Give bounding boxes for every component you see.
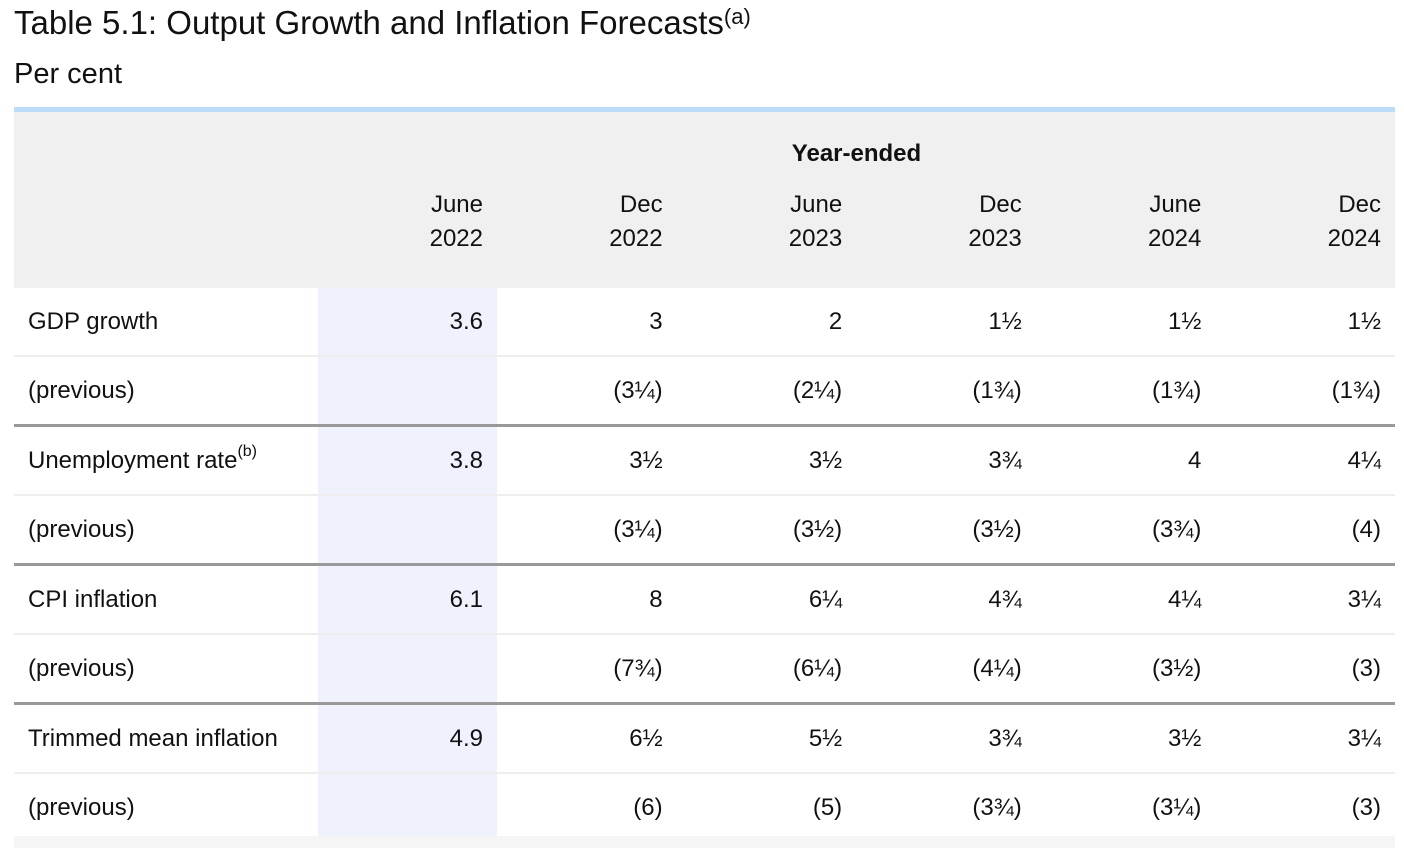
table-row: GDP growth 3.6 3 2 1½ 1½ 1½ bbox=[14, 288, 1395, 357]
previous-value-cell: (3¼) bbox=[1035, 773, 1216, 844]
table-units: Per cent bbox=[14, 58, 122, 90]
value-cell: 3¾ bbox=[856, 425, 1036, 496]
previous-value-cell: (3¾) bbox=[1035, 495, 1216, 566]
previous-value-cell: (1¾) bbox=[856, 356, 1036, 427]
column-month: June bbox=[790, 191, 843, 218]
column-year: 2022 bbox=[609, 225, 663, 252]
previous-value-cell: (3¼) bbox=[497, 356, 677, 427]
column-header: Dec 2023 bbox=[856, 188, 1036, 288]
value-cell: 3.6 bbox=[318, 288, 497, 357]
value-cell: 3½ bbox=[676, 425, 857, 496]
value-cell: 3¼ bbox=[1215, 703, 1395, 774]
row-label: GDP growth bbox=[14, 288, 318, 357]
previous-value-cell: (7¾) bbox=[497, 634, 677, 705]
title-text: Table 5.1: Output Growth and Inflation F… bbox=[14, 4, 724, 41]
header-blank bbox=[14, 188, 318, 288]
header-blank bbox=[14, 110, 318, 189]
header-date-row: June 2022 Dec 2022 June 2023 Dec 2023 June 2024 De… bbox=[14, 188, 1395, 288]
previous-value-cell bbox=[318, 356, 497, 427]
previous-value-cell: (3½) bbox=[1035, 634, 1216, 705]
year-ended-header: Year-ended bbox=[791, 140, 922, 167]
value-cell: 1½ bbox=[856, 288, 1036, 357]
value-cell: 3½ bbox=[1035, 703, 1216, 774]
column-header: June 2022 bbox=[318, 188, 497, 288]
value-cell: 4¼ bbox=[1215, 425, 1395, 496]
row-label: (previous) bbox=[14, 634, 318, 705]
value-cell: 3¾ bbox=[856, 703, 1036, 774]
value-cell: 8 bbox=[497, 564, 677, 635]
row-label: Trimmed mean inflation bbox=[14, 703, 318, 774]
previous-value-cell: (2¼) bbox=[676, 356, 857, 427]
row-label-text: Trimmed mean inflation bbox=[28, 724, 278, 752]
column-month: Dec bbox=[619, 191, 663, 218]
value-cell: 3 bbox=[497, 288, 677, 357]
table-row: Unemployment rate(b) 3.8 3½ 3½ 3¾ 4 4¼ bbox=[14, 425, 1395, 496]
value-cell: 5½ bbox=[676, 703, 857, 774]
table-row-previous: (previous) (3¼) (3½) (3½) (3¾) (4) bbox=[14, 495, 1395, 566]
column-month: June bbox=[430, 191, 483, 218]
footnote-marker: (b) bbox=[237, 442, 257, 460]
table-title: Table 5.1: Output Growth and Inflation F… bbox=[14, 2, 751, 44]
value-cell: 2 bbox=[676, 288, 857, 357]
value-cell: 6.1 bbox=[318, 564, 497, 635]
column-year: 2024 bbox=[1147, 225, 1202, 252]
previous-value-cell bbox=[318, 495, 497, 566]
value-cell: 4¼ bbox=[1035, 564, 1216, 635]
row-label: CPI inflation bbox=[14, 564, 318, 635]
previous-value-cell: (1¾) bbox=[1035, 356, 1216, 427]
previous-value-cell bbox=[318, 773, 497, 844]
previous-value-cell: (3½) bbox=[856, 495, 1036, 566]
row-label: Unemployment rate(b) bbox=[14, 425, 318, 496]
column-header: June 2023 bbox=[677, 188, 857, 288]
table-row-previous: (previous) (6) (5) (3¾) (3¼) (3) bbox=[14, 773, 1395, 844]
row-label-text: CPI inflation bbox=[28, 585, 158, 613]
value-cell: 3.8 bbox=[318, 425, 497, 496]
value-cell: 1½ bbox=[1035, 288, 1216, 357]
previous-value-cell: (6¼) bbox=[676, 634, 857, 705]
row-label: (previous) bbox=[14, 495, 318, 566]
column-year: 2022 bbox=[429, 225, 483, 252]
column-year: 2024 bbox=[1327, 225, 1381, 252]
column-month: Dec bbox=[1338, 191, 1381, 218]
value-cell: 4¾ bbox=[856, 564, 1036, 635]
value-cell: 3½ bbox=[497, 425, 677, 496]
table-row: Trimmed mean inflation 4.9 6½ 5½ 3¾ 3½ 3¼ bbox=[14, 703, 1395, 774]
previous-value-cell: (4¼) bbox=[856, 634, 1036, 705]
row-label: (previous) bbox=[14, 773, 318, 844]
column-header: Dec 2024 bbox=[1215, 188, 1395, 288]
column-month: June bbox=[1149, 191, 1202, 218]
previous-value-cell: (3¼) bbox=[497, 495, 677, 566]
table-row-previous: (previous) (7¾) (6¼) (4¼) (3½) (3) bbox=[14, 634, 1395, 705]
column-year: 2023 bbox=[788, 225, 843, 252]
row-label: (previous) bbox=[14, 356, 318, 427]
header-group-row: Year-ended bbox=[14, 109, 1395, 189]
column-month: Dec bbox=[979, 191, 1022, 218]
previous-value-cell bbox=[318, 634, 497, 705]
forecast-table: Year-ended June 2022 Dec 2022 June 2023 Dec 202… bbox=[14, 107, 1395, 844]
previous-value-cell: (3) bbox=[1215, 634, 1395, 705]
column-year: 2023 bbox=[968, 225, 1022, 252]
previous-value-cell: (1¾) bbox=[1215, 356, 1395, 427]
value-cell: 3¼ bbox=[1215, 564, 1395, 635]
value-cell: 6¼ bbox=[676, 564, 857, 635]
table-footer-strip bbox=[14, 836, 1395, 848]
previous-value-cell: (3½) bbox=[676, 495, 857, 566]
previous-value-cell: (3) bbox=[1215, 773, 1395, 844]
table-row-previous: (previous) (3¼) (2¼) (1¾) (1¾) (1¾) bbox=[14, 356, 1395, 427]
previous-value-cell: (4) bbox=[1215, 495, 1395, 566]
table-row: CPI inflation 6.1 8 6¼ 4¾ 4¼ 3¼ bbox=[14, 564, 1395, 635]
row-label-text: Unemployment rate bbox=[28, 446, 238, 474]
title-footnote-marker: (a) bbox=[723, 4, 751, 29]
row-label-text: GDP growth bbox=[28, 307, 159, 335]
value-cell: 6½ bbox=[497, 703, 677, 774]
column-header: June 2024 bbox=[1036, 188, 1216, 288]
column-header: Dec 2022 bbox=[497, 188, 677, 288]
previous-value-cell: (3¾) bbox=[856, 773, 1036, 844]
previous-value-cell: (5) bbox=[676, 773, 857, 844]
value-cell: 4 bbox=[1035, 425, 1216, 496]
previous-value-cell: (6) bbox=[497, 773, 677, 844]
value-cell: 1½ bbox=[1215, 288, 1395, 357]
value-cell: 4.9 bbox=[318, 703, 497, 774]
